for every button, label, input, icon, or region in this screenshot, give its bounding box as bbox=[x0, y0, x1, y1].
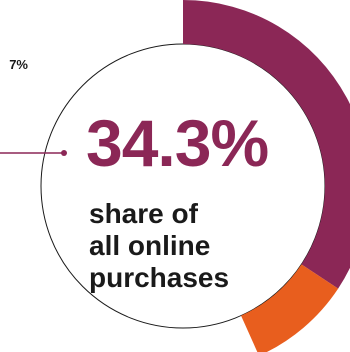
donut-slice-0 bbox=[183, 0, 350, 289]
highlight-line-2: all online bbox=[89, 230, 211, 261]
highlight-value: 34.3% bbox=[86, 106, 269, 180]
leader-dot bbox=[61, 150, 67, 156]
highlight-description: share of all online purchases bbox=[89, 198, 289, 294]
highlight-line-3: purchases bbox=[89, 262, 230, 293]
partial-label: 7% bbox=[9, 57, 28, 72]
highlight-line-1: share of bbox=[89, 198, 198, 229]
donut-slice-1 bbox=[241, 264, 339, 352]
